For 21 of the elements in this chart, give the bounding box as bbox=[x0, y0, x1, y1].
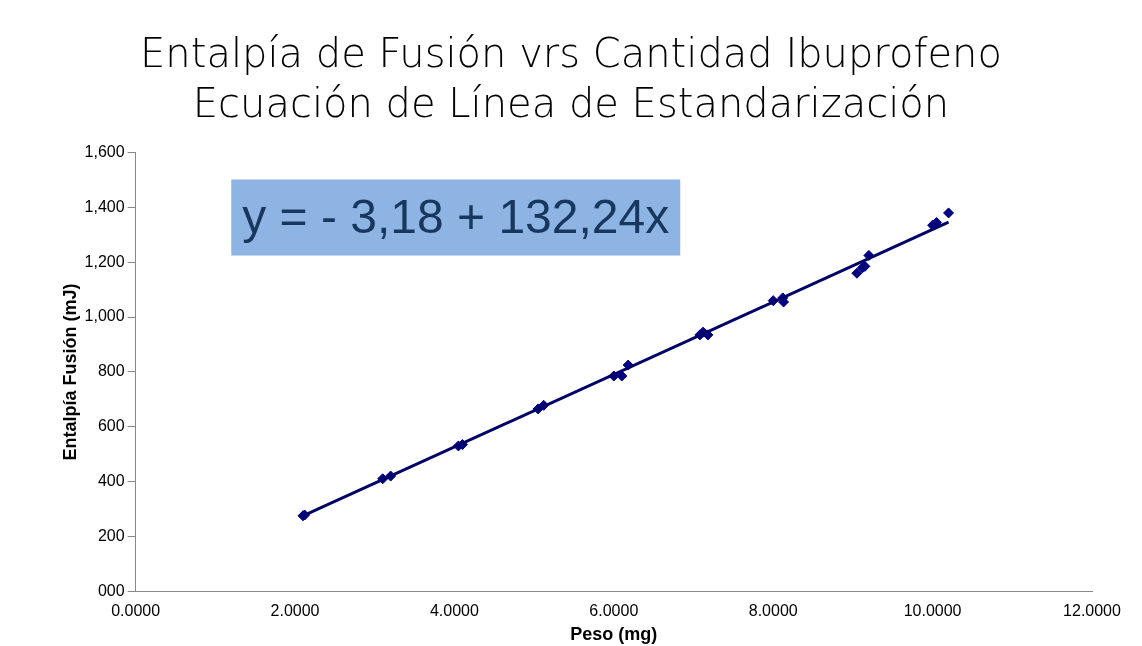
x-tick-label: 0.0000 bbox=[111, 602, 161, 620]
y-tick-label: 600 bbox=[97, 417, 125, 435]
chart-subtitle: Ecuación de Línea de Estandarización bbox=[191, 79, 951, 128]
x-tick-label: 2.0000 bbox=[270, 602, 320, 620]
y-tick-label: 1,200 bbox=[84, 252, 125, 270]
x-tick-label: 4.0000 bbox=[429, 602, 479, 620]
y-tick-label: 1,600 bbox=[84, 143, 125, 161]
y-tick-label: 400 bbox=[97, 471, 125, 489]
chart-title: Entalpía de Fusión vrs Cantidad Ibuprofeno bbox=[139, 29, 1003, 78]
x-tick-label: 6.0000 bbox=[589, 602, 639, 620]
y-tick-label: 800 bbox=[97, 362, 125, 380]
annotation: y = - 3,18 + 132,24x bbox=[242, 189, 670, 243]
y-axis-title: Entalpía Fusión (mJ) bbox=[59, 283, 80, 461]
x-tick-label: 10.0000 bbox=[903, 602, 962, 620]
x-tick-label: 12.0000 bbox=[1063, 602, 1122, 620]
y-tick-label: 000 bbox=[97, 581, 125, 599]
y-tick-label: 1,400 bbox=[84, 197, 125, 215]
x-axis-title: Peso (mg) bbox=[570, 624, 658, 645]
x-tick-label: 8.0000 bbox=[748, 602, 798, 620]
y-tick-label: 1,000 bbox=[84, 307, 125, 325]
y-tick-label: 200 bbox=[97, 526, 125, 544]
